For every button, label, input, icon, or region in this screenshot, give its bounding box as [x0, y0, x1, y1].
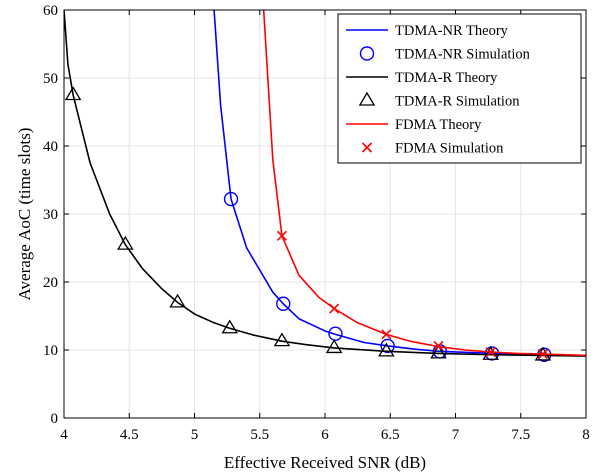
data-point-tdma-r-simulation [378, 342, 395, 357]
legend-item-tdma-r-theory: TDMA-R Theory [346, 70, 498, 86]
series-layer [64, 10, 586, 362]
legend: TDMA-NR Theory TDMA-NR Simulation TDMA-R T… [337, 13, 582, 164]
data-point-fdma-simulation [485, 346, 496, 358]
data-point-tdma-r-simulation [482, 345, 500, 360]
legend-label: TDMA-NR Simulation [395, 47, 531, 63]
y-tick-label: 10 [43, 343, 58, 359]
x-axis-label: Effective Received SNR (dB) [224, 453, 426, 472]
series-line-tdma-nr-theory [213, 10, 586, 357]
series-fdma-simulation [276, 230, 549, 360]
legend-label: TDMA-R Simulation [395, 94, 520, 110]
data-point-tdma-r-simulation [430, 344, 447, 359]
legend-item-fdma-theory: FDMA Theory [346, 117, 482, 133]
legend-label: FDMA Simulation [395, 141, 504, 157]
legend-item-fdma-simulation: FDMA Simulation [361, 141, 504, 157]
legend-item-tdma-nr-simulation: TDMA-NR Simulation [359, 46, 531, 63]
data-point-tdma-nr-simulation [380, 338, 395, 354]
x-tick-label: 4.5 [120, 427, 139, 443]
legend-box [337, 13, 582, 164]
series-tdma-r-simulation [64, 86, 552, 361]
series-line-tdma-r-theory [64, 10, 586, 357]
legend-item-tdma-r-simulation: TDMA-R Simulation [358, 91, 520, 110]
data-point-tdma-nr-simulation [223, 191, 239, 207]
data-point-fdma-simulation [329, 303, 340, 314]
data-point-tdma-r-simulation [117, 235, 134, 250]
y-tick-label: 0 [51, 411, 59, 427]
data-point-fdma-simulation [537, 349, 549, 360]
data-point-tdma-r-simulation [273, 332, 291, 347]
x-tick-label: 7.5 [511, 427, 530, 443]
x-tick-label: 5 [191, 427, 199, 443]
data-point-tdma-r-simulation [221, 319, 239, 334]
legend-swatch [358, 91, 376, 106]
data-point-fdma-simulation [433, 340, 444, 351]
x-tick-label: 7 [452, 427, 460, 443]
series-tdma-nr-theory [213, 10, 586, 357]
legend-item-tdma-nr-theory: TDMA-NR Theory [346, 23, 509, 39]
x-tick-label: 8 [582, 427, 590, 443]
y-axis-label: Average AoC (time slots) [15, 128, 34, 301]
series-tdma-r-theory [64, 10, 586, 357]
y-tick-label: 40 [43, 139, 58, 155]
x-tick-label: 4 [60, 427, 68, 443]
data-point-tdma-r-simulation [169, 293, 186, 308]
legend-swatch [359, 46, 375, 61]
y-tick-label: 30 [43, 207, 58, 223]
y-tick-label: 60 [43, 3, 58, 19]
data-point-tdma-r-simulation [325, 339, 343, 354]
y-tick-label: 50 [43, 71, 58, 87]
x-tick-label: 6.5 [381, 427, 400, 443]
x-tick-label: 5.5 [250, 427, 269, 443]
y-tick-label: 20 [43, 275, 58, 291]
x-tick-label: 6 [321, 427, 329, 443]
data-point-tdma-nr-simulation [276, 296, 291, 311]
data-point-fdma-simulation [276, 230, 288, 241]
data-point-fdma-simulation [381, 329, 392, 340]
data-point-tdma-nr-simulation [328, 326, 343, 341]
data-point-tdma-r-simulation [64, 86, 82, 101]
legend-label: TDMA-R Theory [395, 70, 498, 86]
legend-label: TDMA-NR Theory [395, 23, 509, 39]
legend-label: FDMA Theory [395, 117, 482, 133]
legend-swatch [361, 142, 373, 153]
